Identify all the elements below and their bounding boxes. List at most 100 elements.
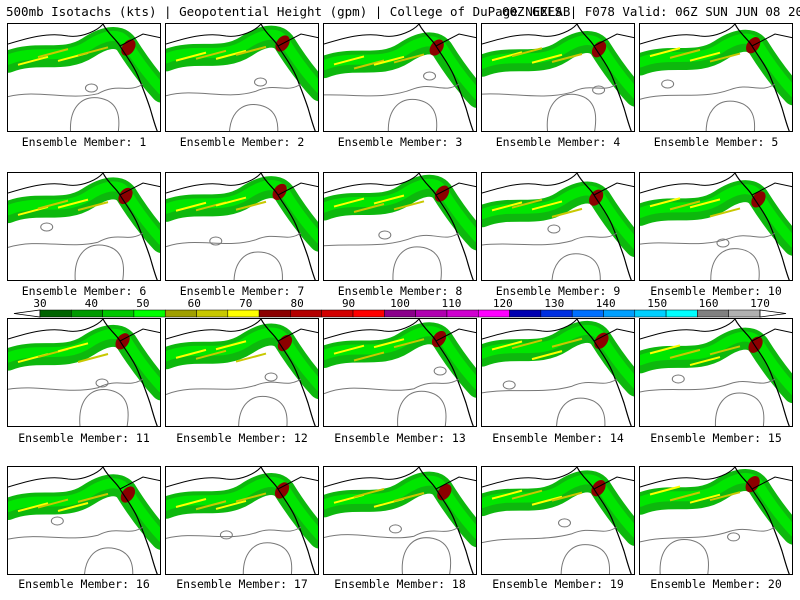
colorbar-swatch <box>446 309 479 318</box>
coastline-north <box>324 173 476 196</box>
coastline-north <box>640 319 792 342</box>
colorbar-tick-label: 30 <box>33 297 46 310</box>
jet-max <box>118 187 133 205</box>
ensemble-map <box>482 24 634 131</box>
jet-stream-core <box>324 326 476 390</box>
height-contour-loop <box>714 392 765 426</box>
height-contour-closed <box>388 524 402 534</box>
isotach-streak <box>235 200 267 211</box>
height-contour-closed <box>253 77 267 87</box>
ensemble-member-label: Ensemble Member: 8 <box>337 284 463 298</box>
height-contour-loop <box>401 537 452 574</box>
coastline <box>102 24 158 131</box>
ensemble-member-label: Ensemble Member: 9 <box>495 284 621 298</box>
isotach-streak <box>175 348 207 359</box>
isotach-streak <box>491 201 523 212</box>
colorbar-swatch <box>258 309 291 318</box>
isotach-streak <box>215 196 247 207</box>
isotach-streak <box>649 47 681 58</box>
isotach-streak <box>551 337 583 348</box>
height-contour <box>324 378 460 395</box>
ensemble-panel <box>165 466 319 575</box>
isotach-streak <box>669 491 701 502</box>
ensemble-panel <box>481 466 635 575</box>
ensemble-panel <box>639 172 793 281</box>
isotach-streak <box>551 207 583 218</box>
isotach-streak <box>57 198 89 209</box>
colorbar-swatch <box>39 309 72 318</box>
height-contour-loop <box>397 390 447 426</box>
jet-stream-core <box>324 36 476 100</box>
isotach-streak <box>353 488 385 498</box>
ensemble-panel <box>165 318 319 427</box>
coastline-north <box>8 24 160 47</box>
height-contour-loop <box>233 251 283 280</box>
colorbar-swatch <box>196 309 229 318</box>
height-contour-closed <box>727 532 741 542</box>
jet-max <box>591 480 606 497</box>
ensemble-member-label: Ensemble Member: 14 <box>492 431 624 445</box>
ensemble-member-label: Ensemble Member: 2 <box>179 135 305 149</box>
jet-stream-core <box>482 324 634 389</box>
height-contour-closed <box>84 83 98 93</box>
isotach-streak <box>235 352 267 363</box>
isotach-streak <box>373 194 405 205</box>
isotach-streak <box>195 49 227 60</box>
colorbar-tick-label: 50 <box>136 297 149 310</box>
coastline <box>102 319 158 426</box>
colorbar-swatch <box>102 309 135 318</box>
ensemble-panel <box>639 466 793 575</box>
jet-max <box>272 183 287 201</box>
jet-stream-core <box>482 35 634 99</box>
ensemble-panel <box>323 318 477 427</box>
isotach-streak <box>333 344 365 355</box>
colorbar-tick-label: 120 <box>493 297 513 310</box>
ensemble-panel <box>481 172 635 281</box>
ensemble-member-label: Ensemble Member: 11 <box>18 431 150 445</box>
ensemble-member-label: Ensemble Member: 5 <box>653 135 779 149</box>
height-contour-loop <box>387 98 438 131</box>
coastline-north <box>166 467 318 490</box>
height-contour-loop <box>84 547 134 574</box>
jet-stream-core <box>8 478 160 542</box>
ensemble-map <box>166 467 318 574</box>
isotach-streak <box>373 338 405 349</box>
isotach-streak <box>649 197 681 208</box>
ensemble-panel <box>639 318 793 427</box>
height-contour-loop <box>705 100 756 131</box>
colorbar-swatch <box>227 309 260 318</box>
isotach-streak <box>195 349 227 360</box>
ensemble-map <box>8 24 160 131</box>
isotach-streak <box>649 485 681 496</box>
ensemble-member-label: Ensemble Member: 4 <box>495 135 621 149</box>
height-contour-closed <box>40 222 54 232</box>
coastline <box>576 319 632 426</box>
height-contour-loop <box>551 253 601 280</box>
height-contour-closed <box>661 79 675 89</box>
height-contour <box>324 232 460 247</box>
ensemble-panel <box>165 172 319 281</box>
isotach-streak <box>373 55 405 66</box>
height-contour-loop <box>710 248 760 280</box>
title-right: 00Z GEFS | F078 Valid: 06Z SUN JUN 08 20… <box>502 4 800 19</box>
isotach-streak <box>551 491 583 502</box>
isotach-streak <box>709 207 741 218</box>
height-contour-closed <box>209 236 223 246</box>
coastline <box>260 319 316 426</box>
colorbar-swatch <box>321 309 354 318</box>
height-contour-loop <box>556 397 606 426</box>
colorbar-swatch <box>603 309 636 318</box>
colorbar-tick-label: 70 <box>239 297 252 310</box>
height-contour <box>166 378 302 395</box>
ensemble-panel <box>165 23 319 132</box>
jet-max <box>745 476 760 493</box>
height-contour <box>482 83 618 97</box>
ensemble-map <box>640 467 792 574</box>
coastline <box>734 319 790 426</box>
height-contour-loop <box>229 104 279 131</box>
isotach-streak <box>353 351 385 362</box>
coastline <box>576 24 632 131</box>
coastline <box>734 467 790 574</box>
isotach-streak <box>57 342 89 353</box>
title-left: 500mb Isotachs (kts) | Geopotential Heig… <box>6 4 571 19</box>
